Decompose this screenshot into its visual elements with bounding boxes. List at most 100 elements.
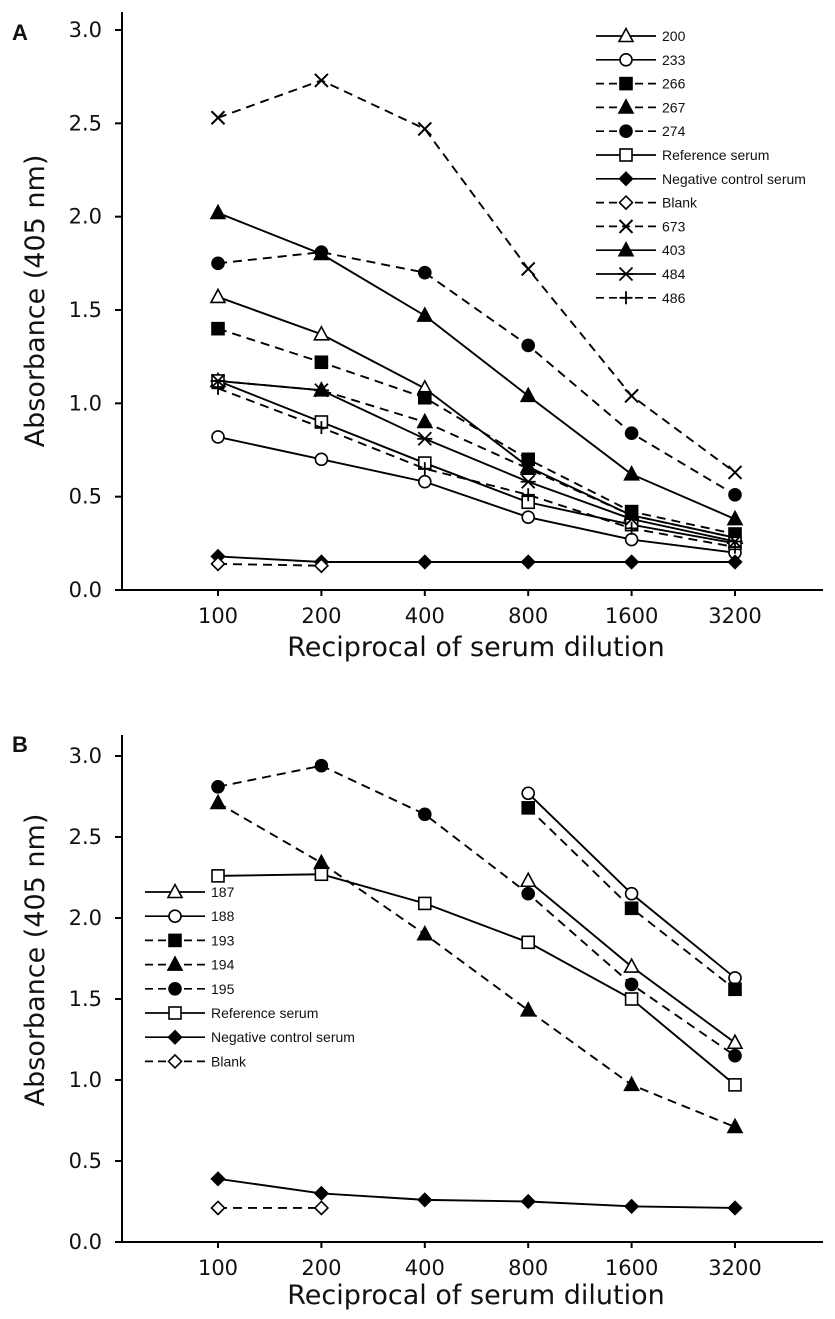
panel-b-legend-label-blank: Blank [211,1053,247,1069]
panel-a-line-484 [217,379,736,543]
panel-a-line-267 [217,379,736,539]
panel-b-x-axis: 100 200 400 800 1600 3200 [198,1242,762,1280]
panel-a-legend-marker-267 [617,98,635,114]
panel-a-legend-marker-blank [618,194,634,211]
panel-b-y-tick-label: 2.5 [69,825,102,849]
panel-a-point-266 [314,355,329,370]
panel-a-line-reference-serum [217,380,736,545]
panel-a-legend-marker-403 [617,241,635,257]
panel-b-legend-marker-195 [168,981,182,996]
panel-a-point-673 [417,121,433,137]
panel-b-x-tick-label: 400 [405,1256,445,1280]
panel-a-point-486 [728,540,742,554]
panel-b-point-195 [314,758,329,773]
panel-a-point-673 [314,73,329,88]
panel-a-point-484 [520,474,536,489]
panel-a-line-negative-control-serum [217,555,735,563]
panel-b-point-194 [726,1117,744,1134]
panel-b-letter: B [12,732,28,757]
panel-a-legend-label-274: 274 [662,123,686,139]
panel-b-point-194 [519,1001,537,1017]
panel-a-x-axis-title: Reciprocal of serum dilution [287,632,665,663]
panel-a-series [209,73,744,574]
panel-a-legend-label-403: 403 [662,242,686,258]
panel-a-series-negative-control-serum [210,548,743,570]
panel-b-point-reference-serum [314,867,329,882]
panel-a-point-200 [209,287,227,304]
panel-b-y-tick-label: 1.0 [69,1068,102,1092]
panel-b-legend-marker-193 [168,933,182,948]
panel-a-series-486 [211,381,742,554]
panel-b-line-188 [527,792,736,979]
panel-a-y-tick-label: 3.0 [69,18,102,42]
panel-a-line-673 [217,79,736,474]
panel-a-series-673 [210,73,743,480]
panel-a-x-tick-label: 100 [198,604,238,628]
panel-a-point-274 [211,256,225,271]
panel-b-point-188 [521,786,536,801]
panel-b-point-reference-serum [417,896,432,911]
panel-b-point-blank [210,1200,226,1216]
panel-a-series-blank [210,556,330,574]
panel-a-point-233 [314,452,329,467]
panel-b-series-reference-serum [211,867,742,1092]
panel-a-point-484 [624,511,640,527]
panel-a-x-tick-label: 200 [301,604,341,628]
panel-a-line-233 [217,436,736,554]
panel-b-line-193 [527,807,736,991]
panel-a-y-tick-label: 2.5 [69,111,102,135]
panel-b-y-tick-label: 3.0 [69,744,102,768]
panel-a-point-486 [418,462,432,476]
panel-b-point-reference-serum [211,869,225,883]
panel-a-point-266 [417,390,432,405]
panel-a-point-233 [211,430,225,444]
panel-a-y-tick-label: 2.0 [69,205,102,229]
panel-b-point-193 [521,801,536,815]
panel-b-chart: B 0.0 0.5 1.0 1.5 2.0 2.5 3.0 100 200 400 800 1600… [12,732,823,1311]
panel-b-point-reference-serum [624,992,639,1006]
panel-a-point-486 [521,488,535,502]
panel-b-point-195 [728,1048,742,1063]
panel-b-point-193 [728,982,742,997]
panel-a-point-486 [211,381,225,395]
panel-b-legend-marker-187 [166,882,184,899]
panel-b-point-reference-serum [521,935,536,950]
panel-a-y-tick-label: 0.0 [69,578,102,602]
panel-a-point-673 [624,388,639,404]
panel-a-legend-label-200: 200 [662,28,686,44]
panel-a-line-486 [217,387,736,549]
panel-b-point-blank [313,1200,330,1216]
panel-a-x-axis: 100 200 400 800 1600 3200 [198,590,762,628]
panel-a-point-negative-control-serum [727,554,743,570]
panel-b-y-axis: 0.0 0.5 1.0 1.5 2.0 2.5 3.0 [69,744,122,1254]
panel-b-series-195 [211,758,742,1063]
panel-b-x-tick-label: 3200 [708,1256,761,1280]
panel-b-point-negative-control-serum [520,1193,536,1210]
panel-a-chart: A 0.0 0.5 1.0 1.5 2.0 2.5 3.0 100 200 400 800 1600… [12,12,823,663]
panel-a-series-484 [210,373,743,549]
panel-b-point-194 [313,853,330,870]
panel-a-point-274 [624,426,639,441]
panel-a-series-233 [211,430,742,560]
panel-a-point-233 [521,510,536,525]
panel-a-point-negative-control-serum [623,554,640,570]
panel-b-y-tick-label: 0.0 [69,1230,102,1254]
panel-b-x-tick-label: 1600 [605,1256,658,1280]
panel-a-x-tick-label: 400 [405,604,445,628]
panel-a-legend-label-267: 267 [662,99,686,115]
panel-b-legend-label-187: 187 [211,884,235,900]
panel-b-line-194 [217,802,736,1128]
panel-a-series-403 [209,203,744,526]
panel-a-y-tick-label: 1.5 [69,298,102,322]
panel-a-legend-marker-233 [619,52,633,67]
panel-a-point-negative-control-serum [417,554,433,570]
panel-b-x-tick-label: 800 [508,1256,548,1280]
panel-b-point-194 [623,1075,640,1092]
panel-a-letter: A [12,20,28,45]
panel-a-point-673 [210,110,226,125]
panel-a-point-233 [624,532,639,547]
panel-a-x-tick-label: 3200 [708,604,761,628]
panel-a-series-reference-serum [211,374,742,551]
panel-b-point-negative-control-serum [417,1192,433,1208]
panel-a-point-negative-control-serum [520,554,536,570]
